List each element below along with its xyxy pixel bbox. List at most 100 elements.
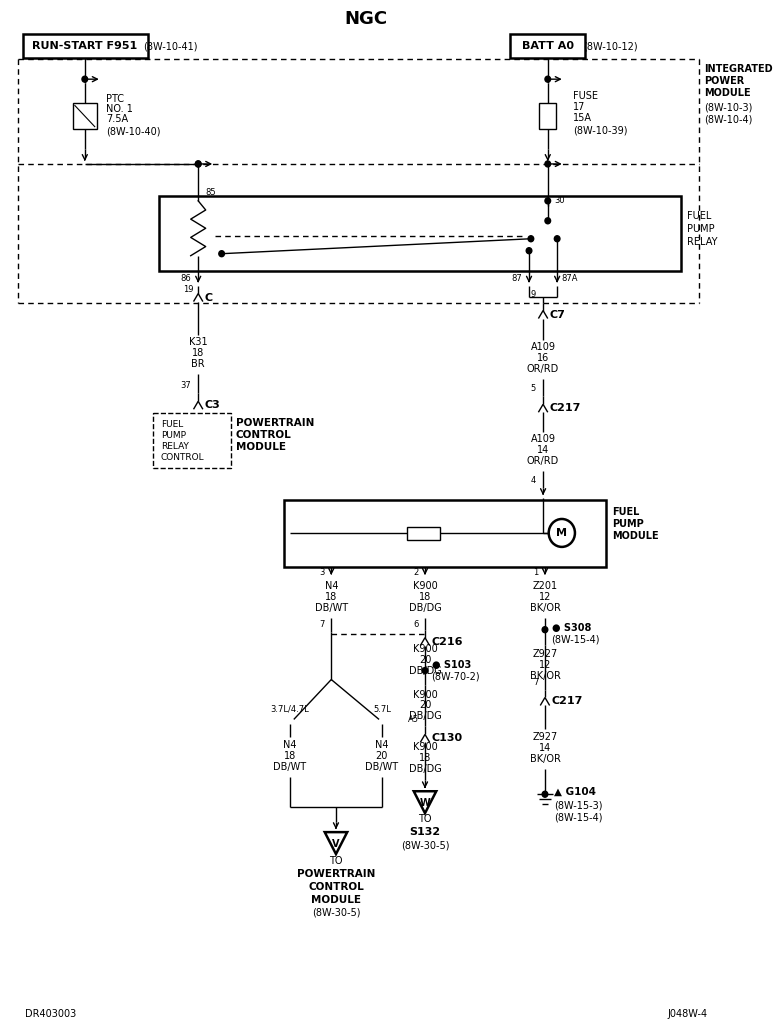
- Text: RELAY: RELAY: [160, 441, 189, 451]
- Text: 18: 18: [192, 348, 204, 358]
- Text: NO. 1: NO. 1: [107, 104, 133, 114]
- Text: MODULE: MODULE: [612, 530, 659, 541]
- Polygon shape: [414, 792, 436, 813]
- Circle shape: [542, 627, 548, 633]
- Text: 2: 2: [413, 568, 418, 578]
- Text: BATT A0: BATT A0: [522, 41, 574, 51]
- Text: 87: 87: [512, 274, 523, 283]
- Text: MODULE: MODULE: [236, 442, 286, 453]
- Text: (8W-15-3): (8W-15-3): [555, 800, 603, 810]
- Text: DB/WT: DB/WT: [315, 603, 348, 612]
- Circle shape: [545, 198, 551, 204]
- Text: FUSE: FUSE: [573, 91, 598, 101]
- Text: RUN-START F951: RUN-START F951: [32, 41, 137, 51]
- Bar: [153, 414, 231, 468]
- Text: 18: 18: [419, 592, 431, 602]
- Text: BK/OR: BK/OR: [530, 603, 560, 612]
- Text: 5: 5: [530, 384, 536, 393]
- Text: (8W-30-5): (8W-30-5): [312, 908, 360, 918]
- Text: (8W-10-39): (8W-10-39): [573, 125, 628, 135]
- Text: POWER: POWER: [704, 76, 745, 86]
- Text: FUEL: FUEL: [612, 507, 640, 517]
- Text: 9: 9: [530, 290, 536, 299]
- Text: (8W-10-4): (8W-10-4): [704, 114, 753, 124]
- Text: K900: K900: [413, 644, 437, 653]
- Text: 14: 14: [539, 743, 551, 754]
- Text: DB/WT: DB/WT: [273, 762, 307, 772]
- Text: 86: 86: [180, 274, 191, 283]
- Text: J048W-4: J048W-4: [668, 1009, 708, 1019]
- Text: 37: 37: [180, 381, 191, 390]
- Text: DR403003: DR403003: [25, 1009, 76, 1019]
- Text: M: M: [556, 528, 567, 538]
- Text: OR/RD: OR/RD: [527, 456, 559, 466]
- Text: A109: A109: [530, 434, 555, 444]
- Text: CONTROL: CONTROL: [308, 882, 364, 892]
- Text: 12: 12: [539, 592, 552, 602]
- Text: (8W-10-12): (8W-10-12): [583, 41, 638, 51]
- Text: K900: K900: [413, 689, 437, 699]
- Bar: [407, 527, 440, 540]
- Text: S132: S132: [410, 827, 441, 838]
- Text: Z927: Z927: [532, 648, 558, 658]
- Bar: [72, 103, 97, 129]
- Text: BK/OR: BK/OR: [530, 755, 560, 764]
- Text: NGC: NGC: [344, 10, 387, 29]
- Text: 20: 20: [419, 654, 432, 665]
- Text: 12: 12: [539, 659, 552, 670]
- Circle shape: [555, 236, 560, 242]
- Text: POWERTRAIN: POWERTRAIN: [297, 869, 375, 879]
- Text: 14: 14: [537, 445, 549, 456]
- Bar: [284, 500, 606, 567]
- Text: (8W-15-4): (8W-15-4): [552, 635, 600, 645]
- Text: N4: N4: [284, 740, 297, 751]
- Text: (8W-30-5): (8W-30-5): [400, 840, 449, 850]
- Circle shape: [82, 76, 87, 82]
- Text: MODULE: MODULE: [311, 895, 361, 905]
- Text: W: W: [420, 798, 430, 808]
- Text: DB/DG: DB/DG: [409, 712, 442, 722]
- Text: 85: 85: [206, 188, 217, 198]
- Circle shape: [196, 161, 201, 167]
- Text: 5.7L: 5.7L: [373, 705, 391, 714]
- Text: FUEL: FUEL: [687, 211, 712, 221]
- Circle shape: [219, 251, 224, 257]
- Bar: [510, 34, 585, 58]
- Text: K900: K900: [413, 581, 437, 591]
- Circle shape: [528, 236, 534, 242]
- Text: POWERTRAIN: POWERTRAIN: [236, 418, 314, 428]
- Circle shape: [527, 248, 532, 254]
- Text: PTC: PTC: [107, 94, 125, 104]
- Bar: [23, 34, 147, 58]
- Circle shape: [196, 161, 201, 167]
- Text: (8W-15-4): (8W-15-4): [555, 812, 603, 822]
- Text: ● S103: ● S103: [432, 659, 471, 670]
- Text: (8W-10-41): (8W-10-41): [143, 41, 197, 51]
- Text: 19: 19: [183, 285, 193, 294]
- Polygon shape: [325, 833, 347, 854]
- Text: 17: 17: [573, 102, 586, 112]
- Text: FUEL: FUEL: [160, 420, 183, 429]
- Text: PUMP: PUMP: [160, 431, 185, 439]
- Circle shape: [545, 161, 551, 167]
- Bar: [539, 103, 556, 129]
- Text: 4: 4: [530, 475, 536, 484]
- Circle shape: [542, 792, 548, 798]
- Text: TO: TO: [330, 856, 343, 866]
- Text: C217: C217: [552, 696, 583, 707]
- Text: 20: 20: [419, 700, 432, 711]
- Text: OR/RD: OR/RD: [527, 365, 559, 375]
- Text: A5: A5: [407, 715, 418, 724]
- Text: K31: K31: [189, 338, 207, 347]
- Bar: [159, 196, 681, 270]
- Text: 20: 20: [375, 752, 388, 761]
- Text: 1: 1: [533, 568, 538, 578]
- Text: A109: A109: [530, 342, 555, 352]
- Text: 18: 18: [419, 754, 431, 763]
- Text: DB/WT: DB/WT: [365, 762, 398, 772]
- Text: CONTROL: CONTROL: [236, 430, 291, 440]
- Text: 15A: 15A: [573, 113, 592, 123]
- Text: DB/DG: DB/DG: [409, 764, 442, 774]
- Text: V: V: [332, 839, 340, 849]
- Text: C7: C7: [550, 309, 566, 319]
